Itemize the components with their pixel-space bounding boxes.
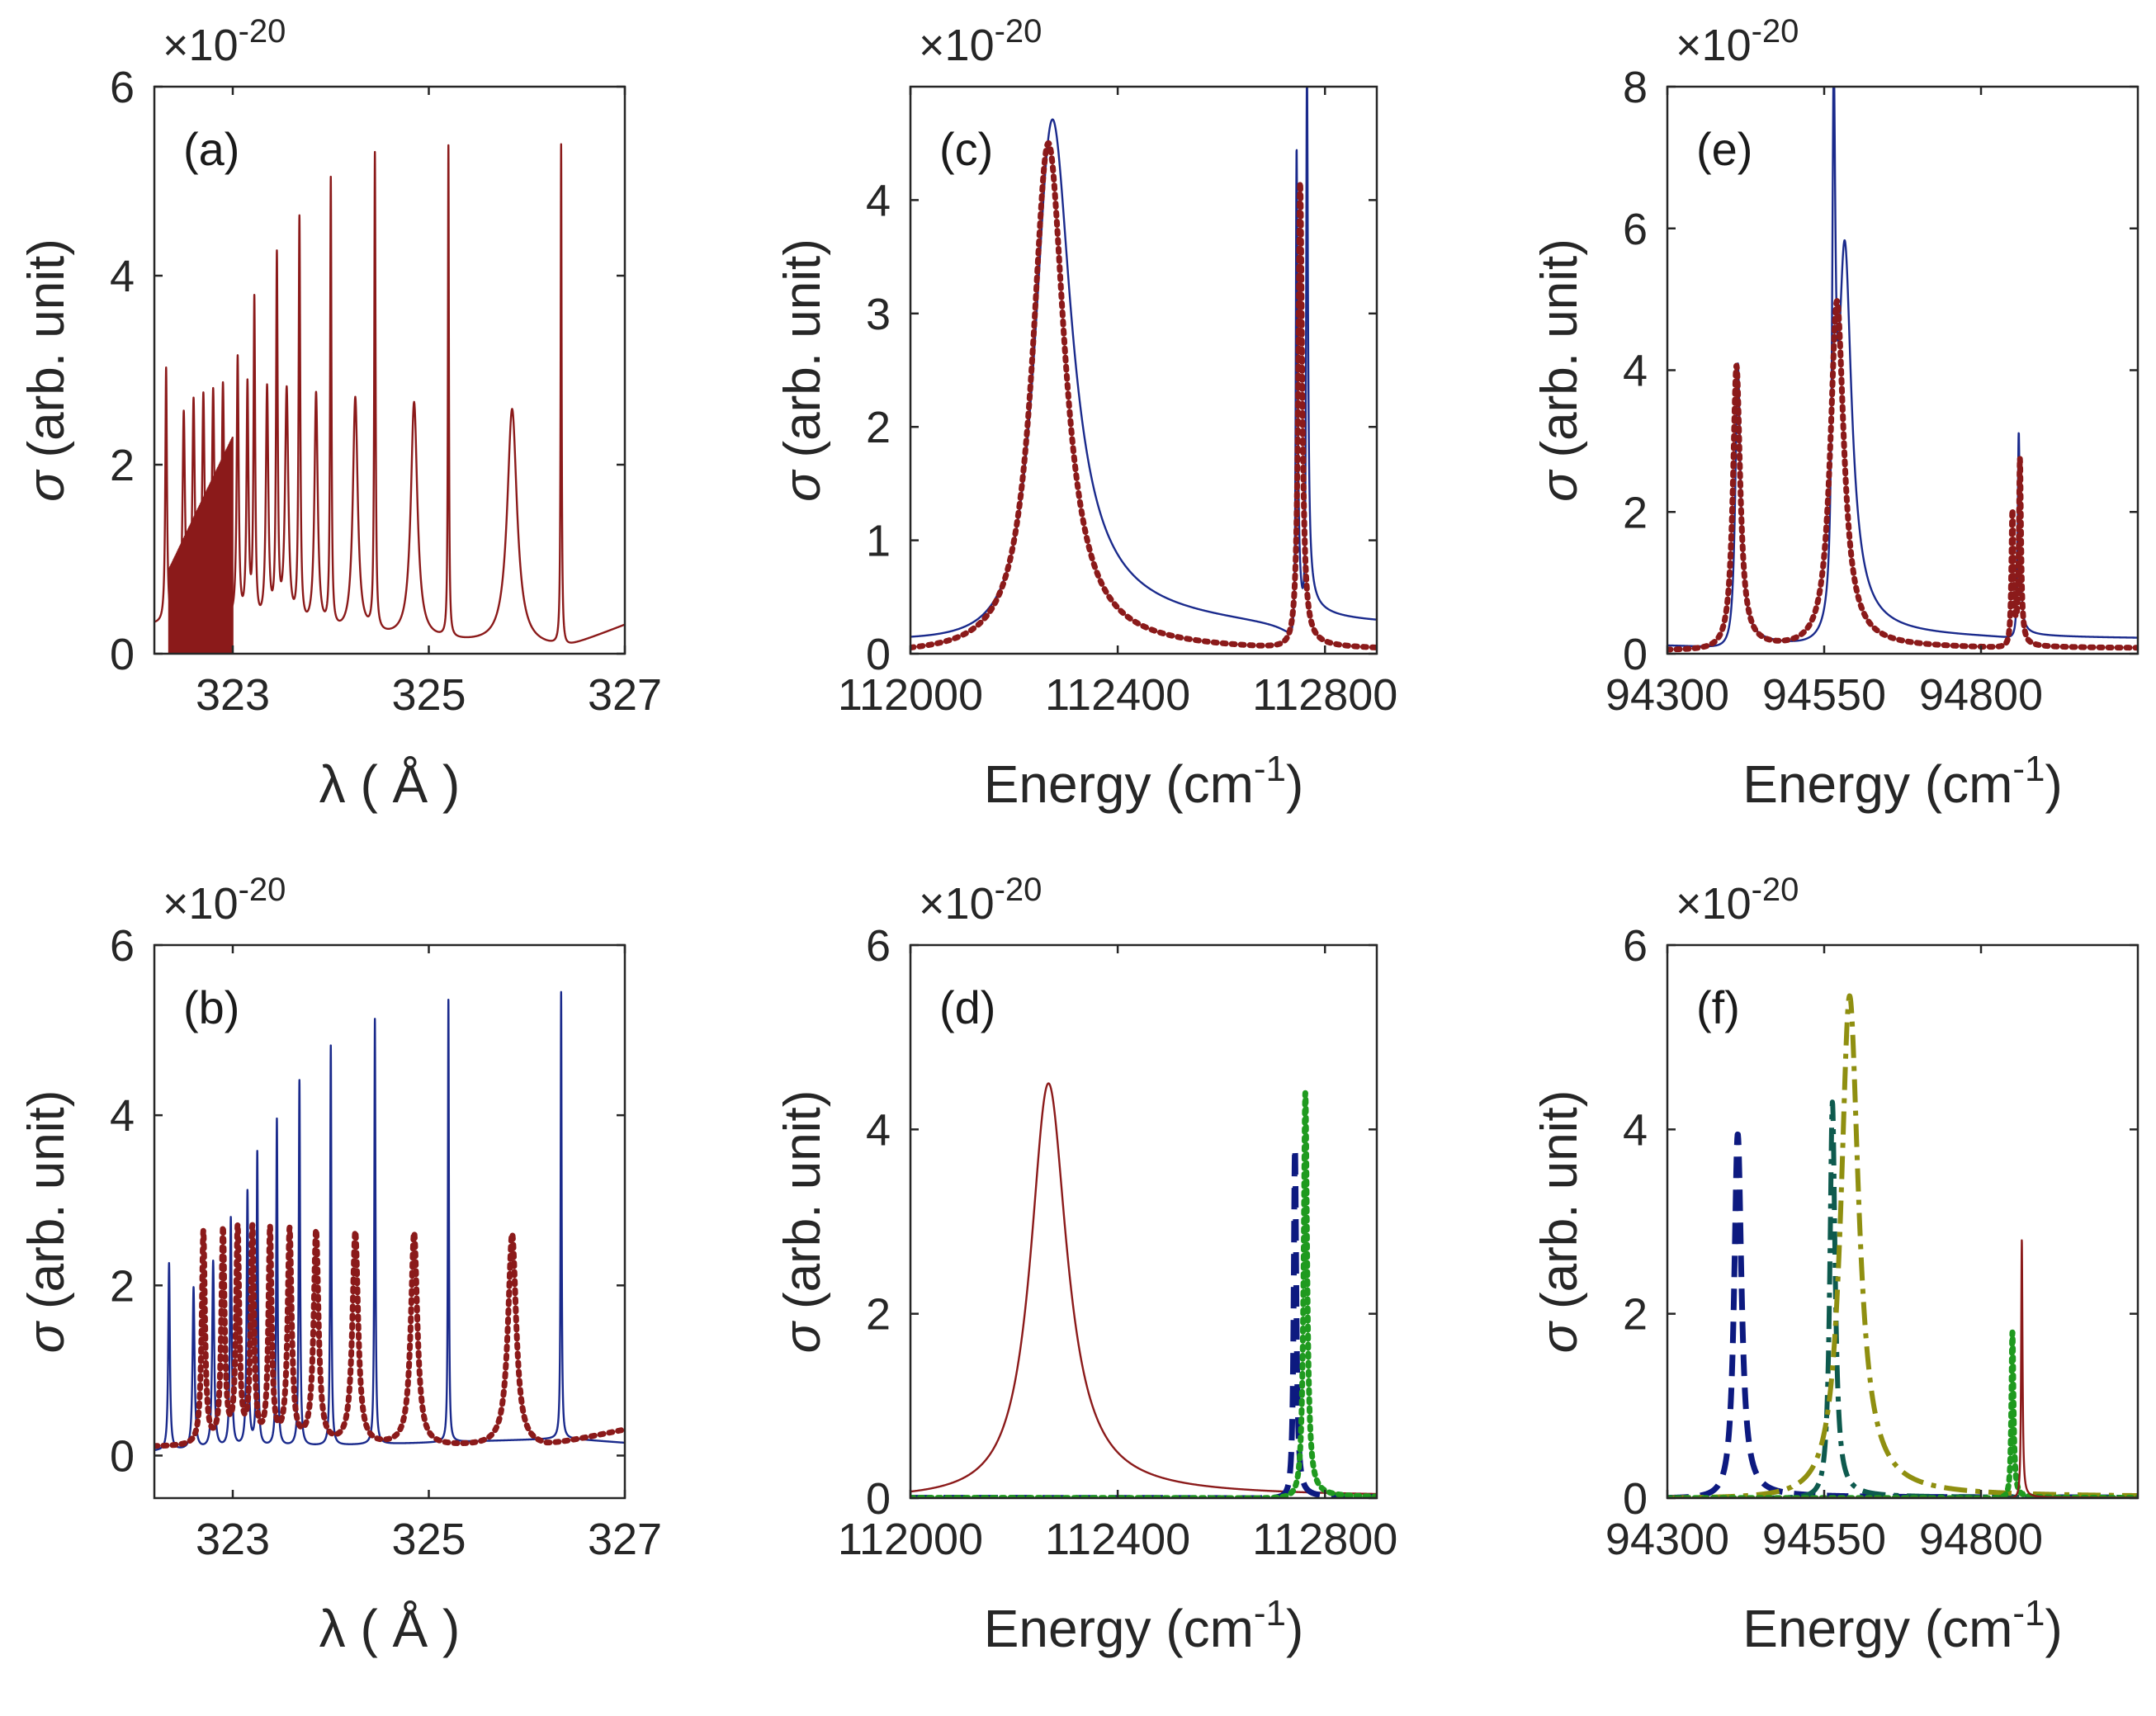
x-axis-title-e: Energy (cm-1) [1742,749,2063,814]
x-axis-title-d: Energy (cm-1) [984,1593,1304,1658]
y-tick-label-f-3: 6 [1623,921,1648,971]
y-tick-label-d-2: 4 [866,1105,891,1155]
x-tick-label-b-0: 323 [196,1515,270,1564]
x-tick-label-a-2: 327 [588,670,662,720]
panel-c: 112000 112400 112800 0 1 2 3 4 ×10-20 (c) σ(arb. u… [774,13,1397,814]
axes-box-f [1666,943,2139,1500]
exponent-label-b: ×10-20 [163,872,286,929]
y-axis-title-f: σ(arb. unit) [1531,1090,1588,1354]
x-axis-title-b: λ ( Å ) [319,1599,461,1658]
y-tick-label-c-1: 1 [866,517,891,566]
x-tick-label-e-0: 94300 [1605,670,1729,720]
exponent-label-c: ×10-20 [919,13,1042,70]
exponent-label-e: ×10-20 [1676,13,1799,70]
y-tick-label-e-3: 6 [1623,205,1648,254]
exponent-label-d: ×10-20 [919,872,1042,929]
axes-box-c [909,85,1378,655]
x-tick-label-c-1: 112400 [1045,670,1190,720]
x-tick-label-e-2: 94800 [1919,670,2043,720]
y-tick-label-e-4: 8 [1623,63,1648,112]
y-tick-label-b-0: 0 [110,1431,135,1481]
y-axis-title-a: σ(arb. unit) [18,239,75,502]
x-tick-label-b-1: 325 [391,1515,466,1564]
panel-label-a: (a) [183,123,239,175]
y-tick-label-b-1: 2 [110,1261,135,1311]
y-tick-label-f-1: 2 [1623,1290,1648,1340]
x-axis-title-f: Energy (cm-1) [1742,1593,2063,1658]
x-tick-label-d-0: 112000 [838,1515,983,1564]
y-tick-label-d-0: 0 [866,1474,891,1524]
panel-f: 94300 94550 94800 0 2 4 6 ×10-20 (f) σ(arb. unit)… [1531,872,2139,1658]
panel-a: 323 325 327 0 2 4 6 ×10-20 (a) σ(arb. unit) λ ( Å … [18,13,662,814]
y-tick-label-c-2: 2 [866,403,891,452]
y-axis-title-c: σ(arb. unit) [774,239,831,502]
y-tick-label-f-0: 0 [1623,1474,1648,1524]
axes-box-d [909,943,1378,1500]
y-tick-label-b-3: 6 [110,921,135,971]
series-b-solid-0 [154,990,625,1452]
y-tick-label-b-2: 4 [110,1091,135,1141]
series-c-dotted-1 [910,139,1377,650]
y-tick-label-c-4: 4 [866,176,891,225]
axes-box-a [153,85,626,655]
axes-box-b [153,943,626,1500]
x-tick-label-e-1: 94550 [1762,670,1886,720]
x-tick-label-a-0: 323 [196,670,270,720]
x-tick-label-f-2: 94800 [1919,1515,2043,1564]
x-axis-title-a: λ ( Å ) [319,754,461,814]
y-tick-label-c-0: 0 [866,630,891,679]
exponent-label-a: ×10-20 [163,13,286,70]
panel-label-c: (c) [939,123,993,175]
x-tick-label-f-1: 94550 [1762,1515,1886,1564]
panel-d: 112000 112400 112800 0 2 4 6 ×10-20 (d) σ(arb. un… [774,872,1397,1658]
panel-e: 94300 94550 94800 0 2 4 6 8 ×10-20 (e) σ(arb. unit… [1531,13,2139,814]
x-tick-label-c-0: 112000 [838,670,983,720]
series-e-dotted-1 [1667,298,2138,653]
y-tick-label-f-2: 4 [1623,1105,1648,1155]
dense-series-a [168,437,234,654]
y-tick-label-d-1: 2 [866,1290,891,1340]
series-f-dashdot-2 [1667,993,2138,1498]
exponent-label-f: ×10-20 [1676,872,1799,929]
y-tick-label-a-0: 0 [110,630,135,679]
x-tick-label-c-2: 112800 [1252,670,1397,720]
panel-label-b: (b) [183,981,239,1033]
series-b-dotted-1 [154,1221,625,1449]
y-tick-label-a-3: 6 [110,63,135,112]
y-tick-label-a-1: 2 [110,441,135,490]
y-tick-label-e-2: 4 [1623,347,1648,396]
panel-label-f: (f) [1696,981,1740,1033]
panel-b: 323 325 327 0 2 4 6 ×10-20 (b) σ(arb. unit) λ ( Å … [18,872,662,1658]
plot-area-d [910,945,1377,1498]
y-tick-label-c-3: 3 [866,290,891,339]
x-tick-label-d-2: 112800 [1252,1515,1397,1564]
y-tick-label-a-2: 4 [110,252,135,301]
series-d-solid-0 [910,1082,1377,1496]
x-tick-label-a-1: 325 [391,670,466,720]
x-tick-label-b-2: 327 [588,1515,662,1564]
y-axis-title-b: σ(arb. unit) [18,1090,75,1354]
panel-label-e: (e) [1696,123,1752,175]
series-c-solid-0 [910,87,1377,638]
y-axis-title-d: σ(arb. unit) [774,1090,831,1354]
x-tick-label-f-0: 94300 [1605,1515,1729,1564]
y-axis-title-e: σ(arb. unit) [1531,239,1588,502]
y-tick-label-e-0: 0 [1623,630,1648,679]
y-tick-label-d-3: 6 [866,921,891,971]
x-tick-label-d-1: 112400 [1045,1515,1190,1564]
panel-label-d: (d) [939,981,995,1033]
y-tick-label-e-1: 2 [1623,488,1648,537]
x-axis-title-c: Energy (cm-1) [984,749,1304,814]
